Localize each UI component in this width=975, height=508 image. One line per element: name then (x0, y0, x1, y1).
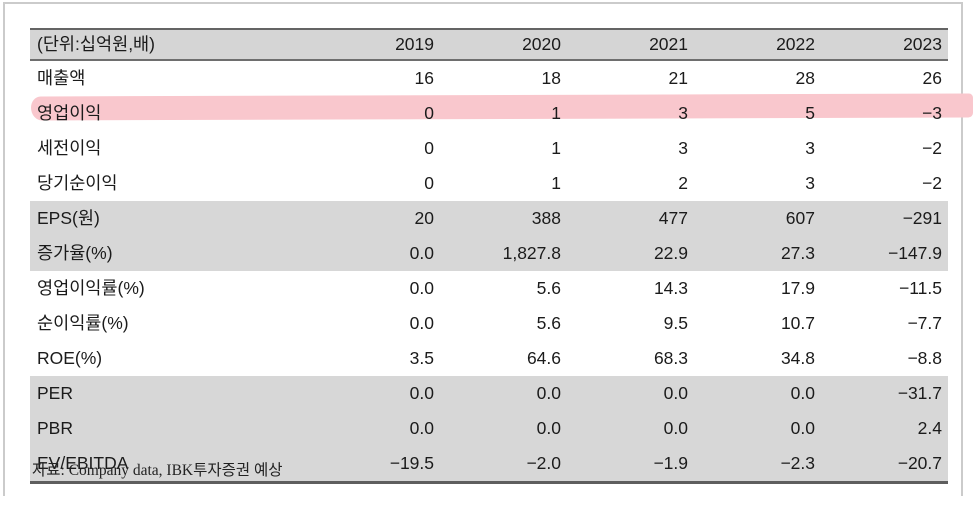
cell-value: 0.0 (440, 376, 567, 411)
unit-label: (단위:십억원,배) (30, 28, 313, 61)
source-note: 자료: Company data, IBK투자증권 예상 (32, 462, 283, 479)
cell-value: −8.8 (907, 347, 942, 368)
row-label: PER (30, 376, 313, 411)
row-label: 영업이익률(%) (37, 277, 145, 298)
cell-value: 1 (551, 102, 561, 123)
cell-value: 388 (440, 201, 567, 236)
cell-value: 21 (668, 67, 688, 88)
cell-value: −3 (922, 102, 942, 123)
cell-value: −2 (922, 172, 942, 193)
cell-value: 0.0 (694, 411, 821, 446)
financial-summary-table: (단위:십억원,배) 2019 2020 2021 2022 2023 매출액 1… (30, 28, 948, 484)
cell-value: −147.9 (821, 236, 948, 271)
table-row: 매출액 16 18 21 28 26 (30, 60, 948, 96)
year-header: 2020 (440, 28, 567, 61)
cell-value: 68.3 (653, 347, 688, 368)
row-label: 영업이익 (37, 102, 102, 123)
cell-value: 3 (805, 137, 815, 158)
cell-value: 34.8 (780, 347, 815, 368)
table-row: EV/EBITDA −19.5 −2.0 −1.9 −2.3 −20.7 (30, 446, 948, 484)
cell-value: −2.3 (694, 446, 821, 484)
table-row: ROE(%) 3.5 64.6 68.3 34.8 −8.8 (30, 341, 948, 376)
cell-value: 607 (694, 201, 821, 236)
table-row: PBR 0.0 0.0 0.0 0.0 2.4 (30, 411, 948, 446)
cell-value: 0.0 (409, 312, 434, 333)
cell-value: 3 (678, 137, 688, 158)
year-header: 2023 (821, 28, 948, 61)
cell-value: 0.0 (567, 411, 694, 446)
row-label: ROE(%) (37, 347, 103, 368)
cell-value: 14.3 (653, 277, 688, 298)
cell-value: 2.4 (821, 411, 948, 446)
cell-value: 3.5 (409, 347, 434, 368)
cell-value: 0.0 (409, 277, 434, 298)
cell-value: 20 (313, 201, 440, 236)
cell-value: 3 (805, 172, 815, 193)
table-row-highlighted: 영업이익 0 1 3 5 −3 (30, 96, 948, 131)
table-row: 순이익률(%) 0.0 5.6 9.5 10.7 −7.7 (30, 306, 948, 341)
cell-value: 0 (424, 172, 434, 193)
cell-value: 0.0 (313, 376, 440, 411)
row-label: 매출액 (37, 67, 86, 88)
page-frame-border (3, 2, 963, 496)
cell-value: 0.0 (567, 376, 694, 411)
row-label: PBR (30, 411, 313, 446)
cell-value: 17.9 (780, 277, 815, 298)
cell-value: 22.9 (567, 236, 694, 271)
cell-value: 5 (805, 102, 815, 123)
table-row: 세전이익 0 1 3 3 −2 (30, 131, 948, 166)
cell-value: 0 (424, 102, 434, 123)
row-label: EV/EBITDA (30, 446, 313, 484)
cell-value: 1 (551, 137, 561, 158)
cell-value: 64.6 (526, 347, 561, 368)
cell-value: 10.7 (780, 312, 815, 333)
cell-value: 0.0 (313, 411, 440, 446)
cell-value: 0.0 (313, 236, 440, 271)
year-header: 2019 (313, 28, 440, 61)
table-header: (단위:십억원,배) 2019 2020 2021 2022 2023 (30, 28, 948, 61)
cell-value: 477 (567, 201, 694, 236)
cell-value: 1 (551, 172, 561, 193)
cell-value: 3 (678, 102, 688, 123)
cell-value: −31.7 (821, 376, 948, 411)
table-row: EPS(원) 20 388 477 607 −291 (30, 201, 948, 236)
cell-value: −20.7 (821, 446, 948, 484)
cell-value: 18 (541, 67, 561, 88)
cell-value: −19.5 (313, 446, 440, 484)
table-row: 증가율(%) 0.0 1,827.8 22.9 27.3 −147.9 (30, 236, 948, 271)
cell-value: 1,827.8 (440, 236, 567, 271)
cell-value: 28 (795, 67, 815, 88)
row-label: EPS(원) (30, 201, 313, 236)
cell-value: 2 (678, 172, 688, 193)
cell-value: 27.3 (694, 236, 821, 271)
table-row: 영업이익률(%) 0.0 5.6 14.3 17.9 −11.5 (30, 271, 948, 306)
cell-value: 9.5 (663, 312, 688, 333)
row-label: 증가율(%) (30, 236, 313, 271)
row-label: 순이익률(%) (37, 312, 129, 333)
year-header: 2022 (694, 28, 821, 61)
table-row: PER 0.0 0.0 0.0 0.0 −31.7 (30, 376, 948, 411)
table-row: 당기순이익 0 1 2 3 −2 (30, 166, 948, 201)
year-header: 2021 (567, 28, 694, 61)
cell-value: −11.5 (899, 277, 942, 298)
table-body: 매출액 16 18 21 28 26 영업이익 0 1 3 5 −3 세전이익 0 1 3 3 −2 당기순이익 0 1… (30, 60, 948, 484)
header-row: (단위:십억원,배) 2019 2020 2021 2022 2023 (30, 28, 948, 61)
cell-value: 26 (922, 67, 942, 88)
cell-value: 16 (414, 67, 434, 88)
cell-value: −7.7 (907, 312, 942, 333)
cell-value: 5.6 (536, 277, 561, 298)
cell-value: −2.0 (440, 446, 567, 484)
cell-value: 0.0 (694, 376, 821, 411)
row-label: 세전이익 (37, 137, 102, 158)
row-label: 당기순이익 (37, 172, 118, 193)
cell-value: 5.6 (536, 312, 561, 333)
cell-value: −1.9 (567, 446, 694, 484)
financials-table: (단위:십억원,배) 2019 2020 2021 2022 2023 매출액 1… (30, 28, 948, 484)
cell-value: −291 (821, 201, 948, 236)
cell-value: −2 (922, 137, 942, 158)
cell-value: 0.0 (440, 411, 567, 446)
cell-value: 0 (424, 137, 434, 158)
